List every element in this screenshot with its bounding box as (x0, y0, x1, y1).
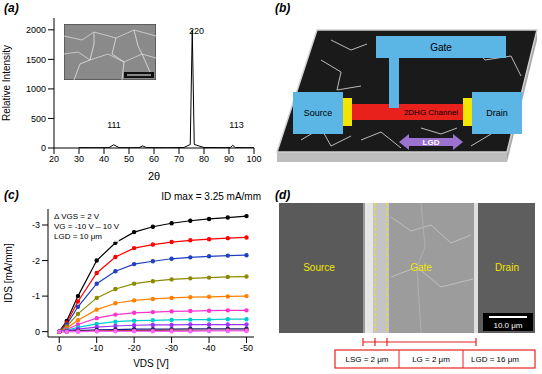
svg-text:1500: 1500 (26, 55, 46, 65)
svg-text:40: 40 (99, 154, 109, 164)
html-text:(b): (b) (275, 1, 291, 15)
svg-text:Gate: Gate (430, 42, 452, 53)
svg-text:-2: -2 (32, 256, 40, 266)
svg-text:10.0 μm: 10.0 μm (493, 321, 522, 330)
html-text:LGD = 10 μm: LGD = 10 μm (54, 232, 102, 241)
svg-text:LG = 2 μm: LG = 2 μm (412, 355, 450, 364)
svg-text:20: 20 (49, 154, 59, 164)
svg-text:80: 80 (199, 154, 209, 164)
svg-text:50: 50 (124, 154, 134, 164)
svg-text:Gate: Gate (410, 262, 432, 273)
svg-text:VDS [V]: VDS [V] (133, 358, 169, 369)
svg-text:0: 0 (35, 327, 40, 337)
svg-text:100: 100 (246, 154, 261, 164)
svg-text:Relative Intensity: Relative Intensity (1, 45, 12, 121)
svg-text:0: 0 (57, 343, 62, 353)
svg-text:Source: Source (303, 262, 335, 273)
svg-text:1000: 1000 (26, 84, 46, 94)
html-text:Δ VGS = 2 V: Δ VGS = 2 V (54, 212, 100, 221)
svg-text:LSG = 2 μm: LSG = 2 μm (345, 355, 388, 364)
svg-text:-3: -3 (32, 220, 40, 230)
svg-text:70: 70 (174, 154, 184, 164)
html-text:ID max = 3.25 mA/mm: ID max = 3.25 mA/mm (161, 191, 261, 202)
svg-text:Source: Source (304, 108, 333, 118)
svg-text:Drain: Drain (495, 262, 519, 273)
svg-text:2000: 2000 (26, 25, 46, 35)
svg-text:Drain: Drain (486, 108, 508, 118)
svg-text:113: 113 (229, 120, 243, 130)
svg-text:2θ: 2θ (148, 170, 160, 182)
html-text:(d): (d) (275, 188, 291, 202)
svg-text:500: 500 (31, 114, 46, 124)
svg-text:-50: -50 (240, 343, 253, 353)
svg-text:-30: -30 (165, 343, 178, 353)
html-text:(c): (c) (4, 188, 19, 202)
svg-text:111: 111 (107, 120, 121, 130)
svg-text:-10: -10 (90, 343, 103, 353)
svg-text:2DHG Channel: 2DHG Channel (404, 108, 458, 117)
svg-text:-40: -40 (203, 343, 216, 353)
html-text:(a): (a) (4, 1, 19, 15)
html-text:VG = -10 V – 10 V: VG = -10 V – 10 V (54, 222, 120, 231)
svg-text:0: 0 (41, 143, 46, 153)
svg-text:30: 30 (74, 154, 84, 164)
svg-text:-1: -1 (32, 291, 40, 301)
svg-text:LGD: LGD (423, 138, 440, 147)
svg-text:60: 60 (149, 154, 159, 164)
svg-text:90: 90 (224, 154, 234, 164)
svg-text:IDS [mA/mm]: IDS [mA/mm] (3, 243, 14, 303)
svg-text:-20: -20 (128, 343, 141, 353)
svg-text:220: 220 (189, 26, 204, 36)
svg-text:LGD = 16 μm: LGD = 16 μm (471, 355, 519, 364)
